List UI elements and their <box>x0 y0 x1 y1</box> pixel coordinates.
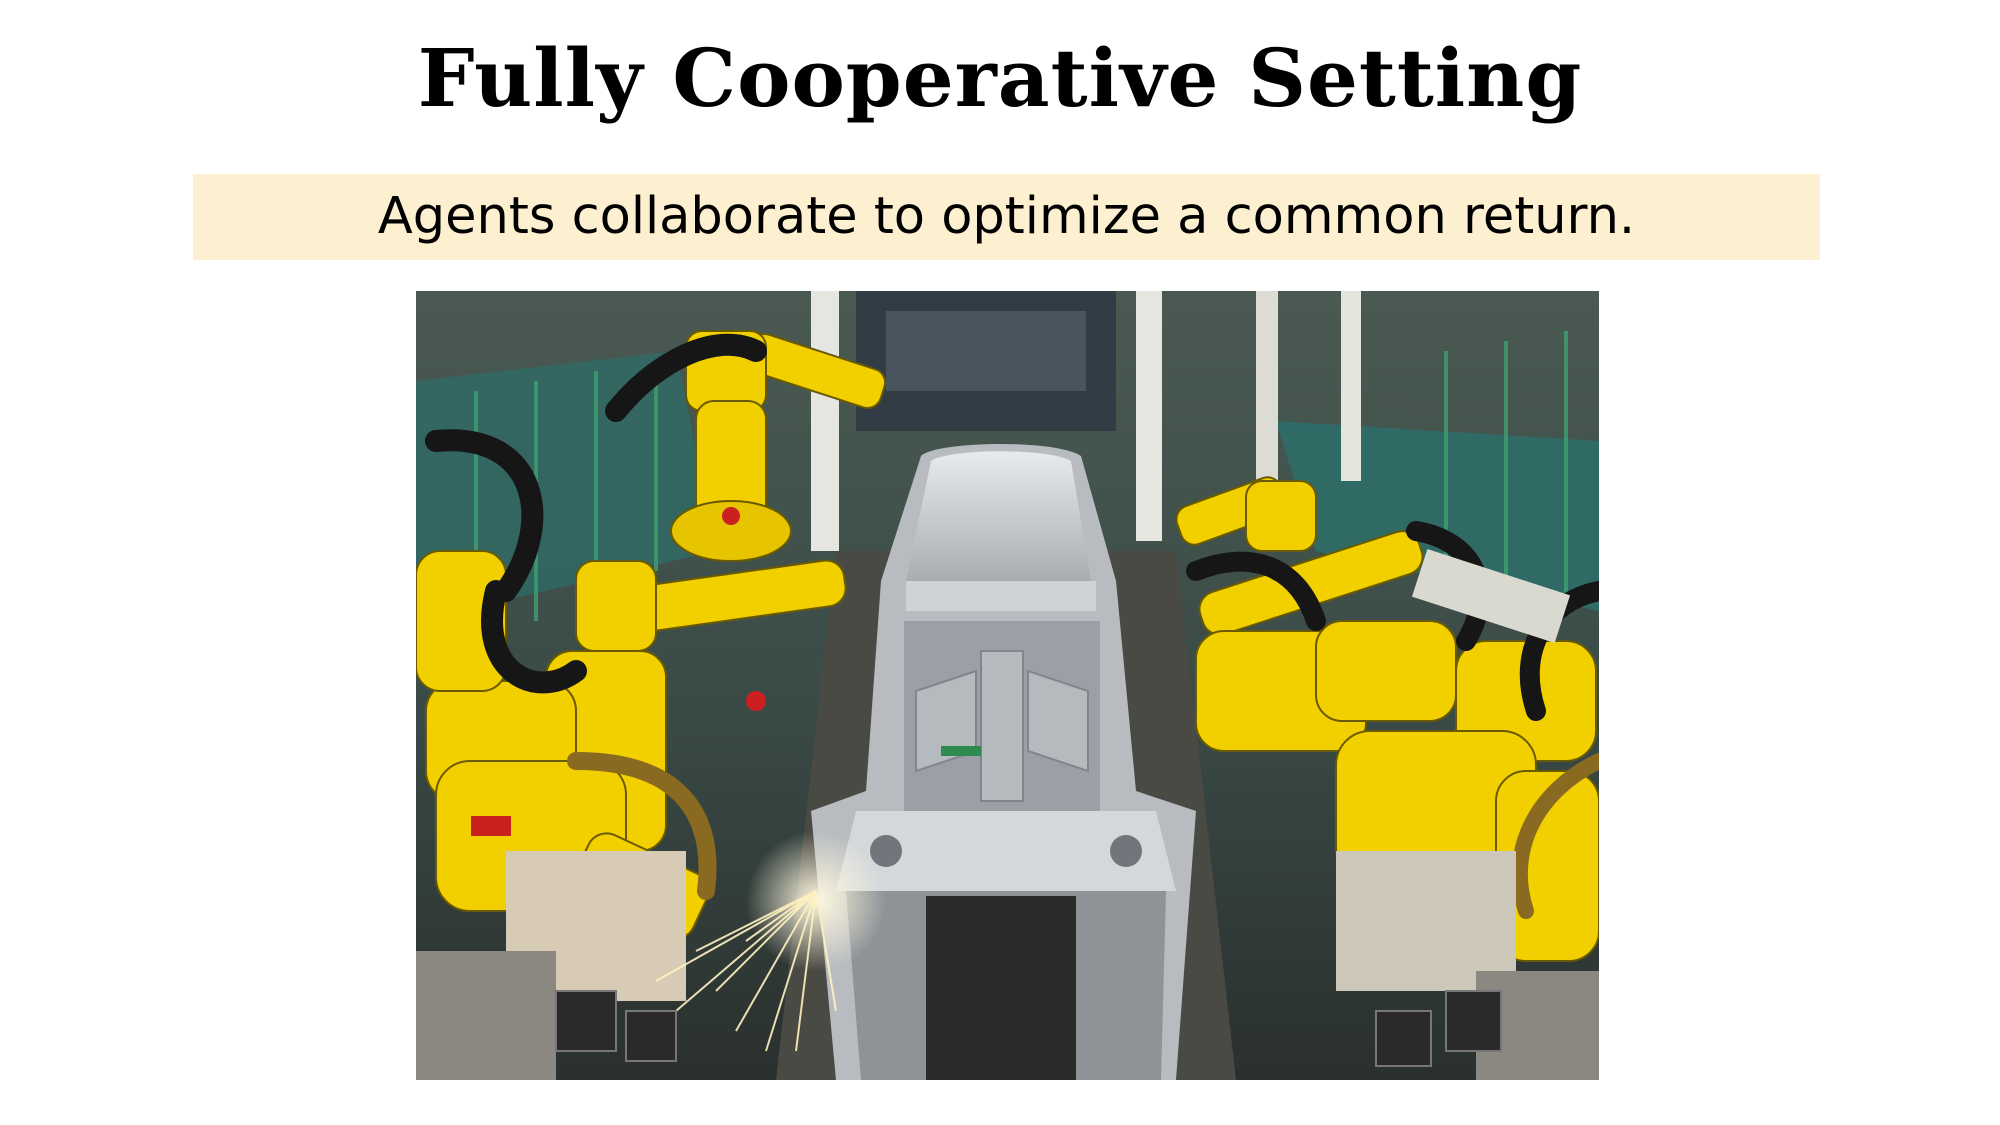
subtitle-band: Agents collaborate to optimize a common … <box>193 174 1820 260</box>
subtitle-text: Agents collaborate to optimize a common … <box>377 187 1636 246</box>
robot-arms-right <box>1175 476 1599 962</box>
assembly-line-photo <box>416 291 1599 1080</box>
welding-sparks <box>655 831 886 1052</box>
slide-title: Fully Cooperative Setting <box>417 31 1583 125</box>
robot-base-right <box>1336 851 1516 991</box>
robot-assembly-illustration <box>416 291 1599 1080</box>
car-body <box>811 444 1196 1080</box>
